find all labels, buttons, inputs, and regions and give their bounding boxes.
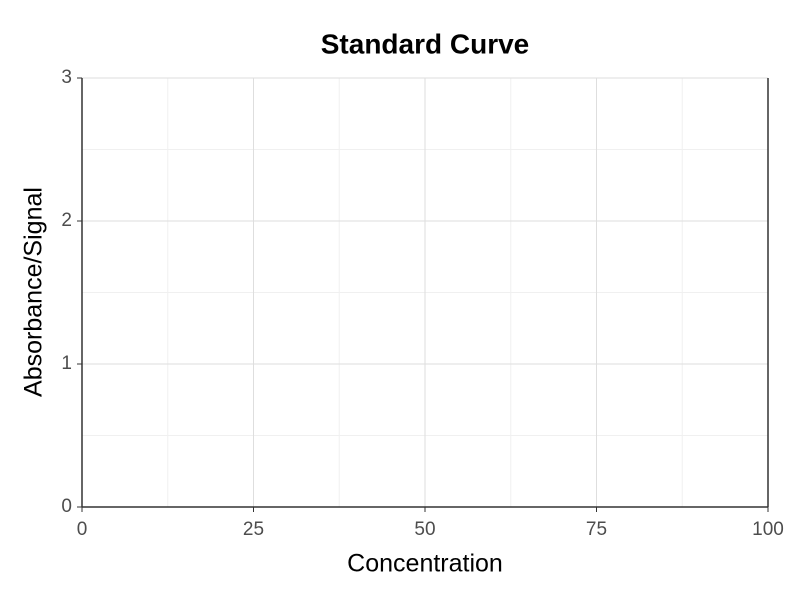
y-tick-label: 1 (61, 353, 72, 374)
x-axis-label: Concentration (347, 550, 503, 578)
x-tick-label: 50 (414, 519, 435, 540)
y-tick-label: 3 (61, 67, 72, 88)
x-tick-label: 75 (586, 519, 607, 540)
y-axis-label: Absorbance/Signal (20, 187, 48, 397)
y-tick-label: 2 (61, 210, 72, 231)
chart-title: Standard Curve (321, 28, 530, 59)
y-tick-label: 0 (61, 496, 72, 517)
x-tick-label: 25 (243, 519, 264, 540)
x-tick-label: 0 (77, 519, 88, 540)
x-tick-label: 100 (752, 519, 784, 540)
